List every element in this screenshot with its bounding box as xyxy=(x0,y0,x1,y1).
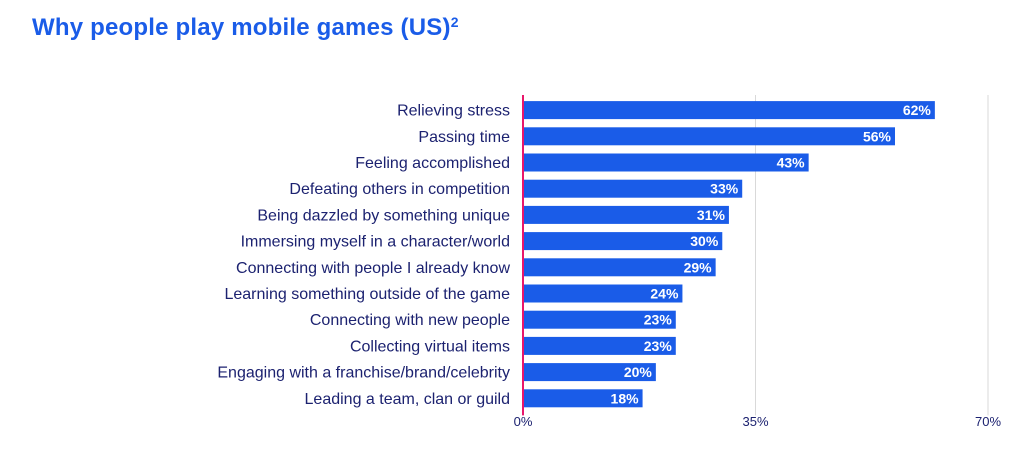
category-label-1: Passing time xyxy=(418,129,510,146)
bar-value-label-7: 24% xyxy=(650,286,679,302)
bar-11 xyxy=(523,389,643,408)
bar-7 xyxy=(523,284,683,303)
category-label-2: Feeling accomplished xyxy=(355,155,510,172)
bar-value-label-9: 23% xyxy=(644,338,673,354)
bar-value-label-1: 56% xyxy=(863,128,892,144)
bar-value-label-3: 33% xyxy=(710,181,739,197)
category-label-6: Connecting with people I already know xyxy=(236,260,510,277)
category-label-3: Defeating others in competition xyxy=(289,181,510,198)
category-label-10: Engaging with a franchise/brand/celebrit… xyxy=(217,365,510,382)
bar-9 xyxy=(523,336,676,355)
bar-value-label-10: 20% xyxy=(624,364,653,380)
bar-3 xyxy=(523,179,743,198)
bar-4 xyxy=(523,205,729,224)
chart-title-text: Why people play mobile games (US) xyxy=(32,14,451,41)
bar-value-label-11: 18% xyxy=(611,390,640,406)
bar-0 xyxy=(523,101,935,120)
category-label-0: Relieving stress xyxy=(397,103,510,120)
bar-10 xyxy=(523,363,656,382)
bar-value-label-4: 31% xyxy=(697,207,726,223)
chart-title: Why people play mobile games (US)2 xyxy=(32,14,459,42)
bar-value-label-0: 62% xyxy=(903,102,932,118)
x-tick-label-0: 0% xyxy=(514,414,533,429)
bar-6 xyxy=(523,258,716,277)
category-label-4: Being dazzled by something unique xyxy=(257,207,510,224)
bar-value-label-5: 30% xyxy=(690,233,719,249)
category-label-7: Learning something outside of the game xyxy=(224,286,510,303)
x-tick-label-2: 70% xyxy=(975,414,1001,429)
bar-5 xyxy=(523,232,723,251)
category-label-11: Leading a team, clan or guild xyxy=(305,391,510,408)
category-label-9: Collecting virtual items xyxy=(350,338,510,355)
chart-title-footnote: 2 xyxy=(450,14,459,30)
bar-value-label-6: 29% xyxy=(684,259,713,275)
category-label-8: Connecting with new people xyxy=(310,312,510,329)
bar-value-label-2: 43% xyxy=(777,155,806,171)
category-label-5: Immersing myself in a character/world xyxy=(241,234,510,251)
bar-8 xyxy=(523,310,676,329)
x-tick-label-1: 35% xyxy=(742,414,768,429)
bar-value-label-8: 23% xyxy=(644,312,673,328)
bar-1 xyxy=(523,127,895,146)
bar-2 xyxy=(523,153,809,172)
